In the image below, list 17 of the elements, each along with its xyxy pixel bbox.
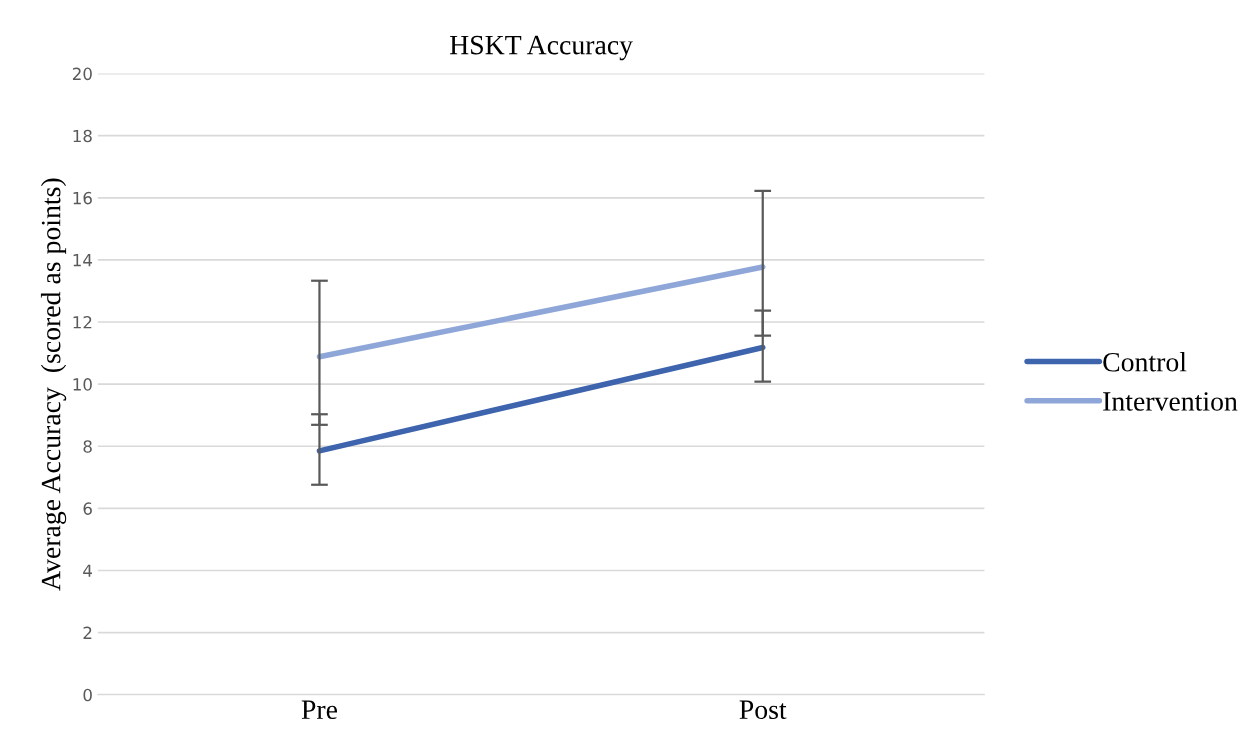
y-tick-label: 6	[83, 502, 92, 515]
y-tick-label: 4	[83, 564, 93, 577]
legend-label: Control	[1103, 352, 1187, 372]
chart-title: HSKT Accuracy	[449, 35, 633, 61]
y-axis-title: Average Accuracy (scored as points)	[40, 178, 67, 591]
y-tick-label: 0	[83, 688, 92, 702]
y-tick-label: 10	[73, 378, 92, 391]
y-tick-label: 18	[73, 129, 92, 143]
x-tick-label: Pre	[301, 700, 338, 720]
x-tick-label: Post	[739, 700, 787, 720]
y-tick-label: 20	[72, 67, 92, 81]
y-tick-label: 16	[73, 191, 92, 205]
legend-label: Intervention	[1103, 392, 1238, 411]
y-tick-label: 12	[73, 315, 92, 329]
y-tick-label: 2	[83, 626, 92, 639]
y-tick-label: 14	[73, 254, 93, 267]
y-tick-label: 8	[83, 440, 92, 453]
